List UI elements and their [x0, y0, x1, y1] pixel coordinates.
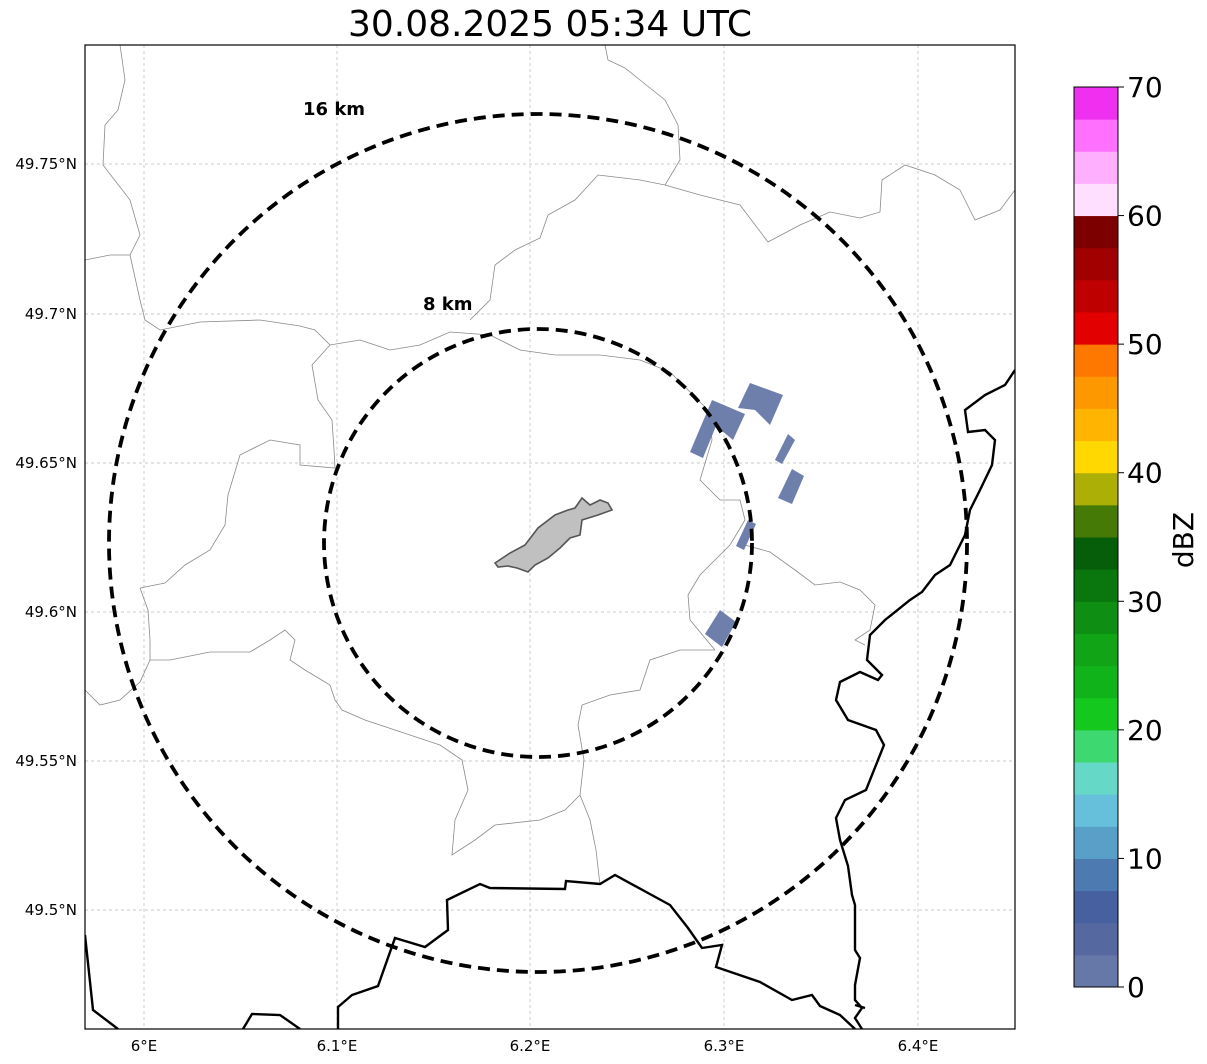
colorbar-swatch — [1074, 376, 1118, 409]
colorbar-swatch — [1074, 472, 1118, 506]
colorbar-tick-label: 0 — [1127, 971, 1145, 1004]
town-area — [493, 496, 614, 573]
colorbar-swatch — [1074, 954, 1118, 988]
range-ring-8km — [322, 327, 754, 759]
colorbar-tick-label: 60 — [1127, 200, 1163, 233]
lon-tick-label: 6.4°E — [898, 1037, 939, 1055]
lat-tick-label: 49.5°N — [25, 901, 77, 919]
colorbar-swatch — [1074, 279, 1118, 313]
lat-tick-label: 49.65°N — [15, 454, 77, 472]
lon-tick-label: 6°E — [131, 1037, 158, 1055]
lon-tick-labels: 6°E 6.1°E 6.2°E 6.3°E 6.4°E — [131, 1037, 939, 1055]
colorbar-swatch — [1074, 794, 1118, 827]
lon-tick-label: 6.1°E — [317, 1037, 358, 1055]
colorbar-swatch — [1074, 826, 1118, 859]
colorbar-swatch — [1074, 633, 1118, 667]
plot-frame — [84, 44, 1016, 1030]
colorbar-swatch — [1074, 665, 1118, 699]
map-title: 30.08.2025 05:34 UTC — [347, 4, 753, 45]
colorbar-swatch — [1074, 183, 1118, 217]
colorbar-swatch — [1074, 697, 1118, 731]
colorbar-swatch — [1074, 215, 1118, 249]
range-ring-label-8km: 8 km — [423, 294, 473, 315]
colorbar-swatch — [1074, 858, 1118, 892]
colorbar-swatch — [1074, 119, 1118, 152]
colorbar-swatch — [1074, 440, 1118, 474]
gridlines — [85, 45, 1015, 1029]
colorbar-swatch — [1074, 312, 1118, 345]
colorbar-frame — [1073, 86, 1119, 988]
lat-tick-labels: 49.75°N 49.7°N 49.65°N 49.6°N 49.55°N 49… — [15, 155, 77, 919]
lon-tick-label: 6.2°E — [510, 1037, 551, 1055]
lat-tick-label: 49.7°N — [25, 305, 77, 323]
colorbar-tick-label: 50 — [1127, 328, 1163, 361]
colorbar-swatch — [1074, 569, 1118, 602]
colorbar-tick-label: 40 — [1127, 457, 1163, 490]
lon-tick-label: 6.3°E — [704, 1037, 745, 1055]
lat-tick-label: 49.75°N — [15, 155, 77, 173]
colorbar-tick-label: 70 — [1127, 71, 1163, 104]
range-rings — [107, 112, 969, 974]
colorbar-label: dBZ — [1167, 512, 1200, 568]
colorbar-swatch — [1074, 408, 1118, 442]
range-ring-label-16km: 16 km — [303, 99, 365, 120]
radar-echoes — [690, 383, 804, 647]
colorbar-swatch — [1074, 729, 1118, 763]
national-borders — [85, 369, 1015, 1029]
colorbar-swatch — [1074, 890, 1118, 924]
colorbar-ticks: 0 10 20 30 40 50 60 70 — [1118, 71, 1163, 1004]
colorbar-swatch — [1074, 537, 1118, 570]
lat-tick-label: 49.55°N — [15, 752, 77, 770]
colorbar-swatch — [1074, 504, 1118, 538]
colorbar-swatch — [1074, 601, 1118, 634]
colorbar-swatch — [1074, 151, 1118, 184]
colorbar-swatch — [1074, 344, 1118, 377]
colorbar-tick-label: 30 — [1127, 585, 1163, 618]
colorbar-tick-label: 10 — [1127, 842, 1163, 875]
admin-boundaries — [85, 45, 1015, 886]
colorbar-tick-label: 20 — [1127, 714, 1163, 747]
colorbar-swatch — [1074, 762, 1118, 795]
colorbar-swatch — [1074, 87, 1118, 120]
colorbar-swatch — [1074, 247, 1118, 281]
colorbar — [1074, 87, 1118, 988]
range-ring-16km — [107, 112, 969, 974]
lat-tick-label: 49.6°N — [25, 603, 77, 621]
colorbar-swatch — [1074, 922, 1118, 956]
